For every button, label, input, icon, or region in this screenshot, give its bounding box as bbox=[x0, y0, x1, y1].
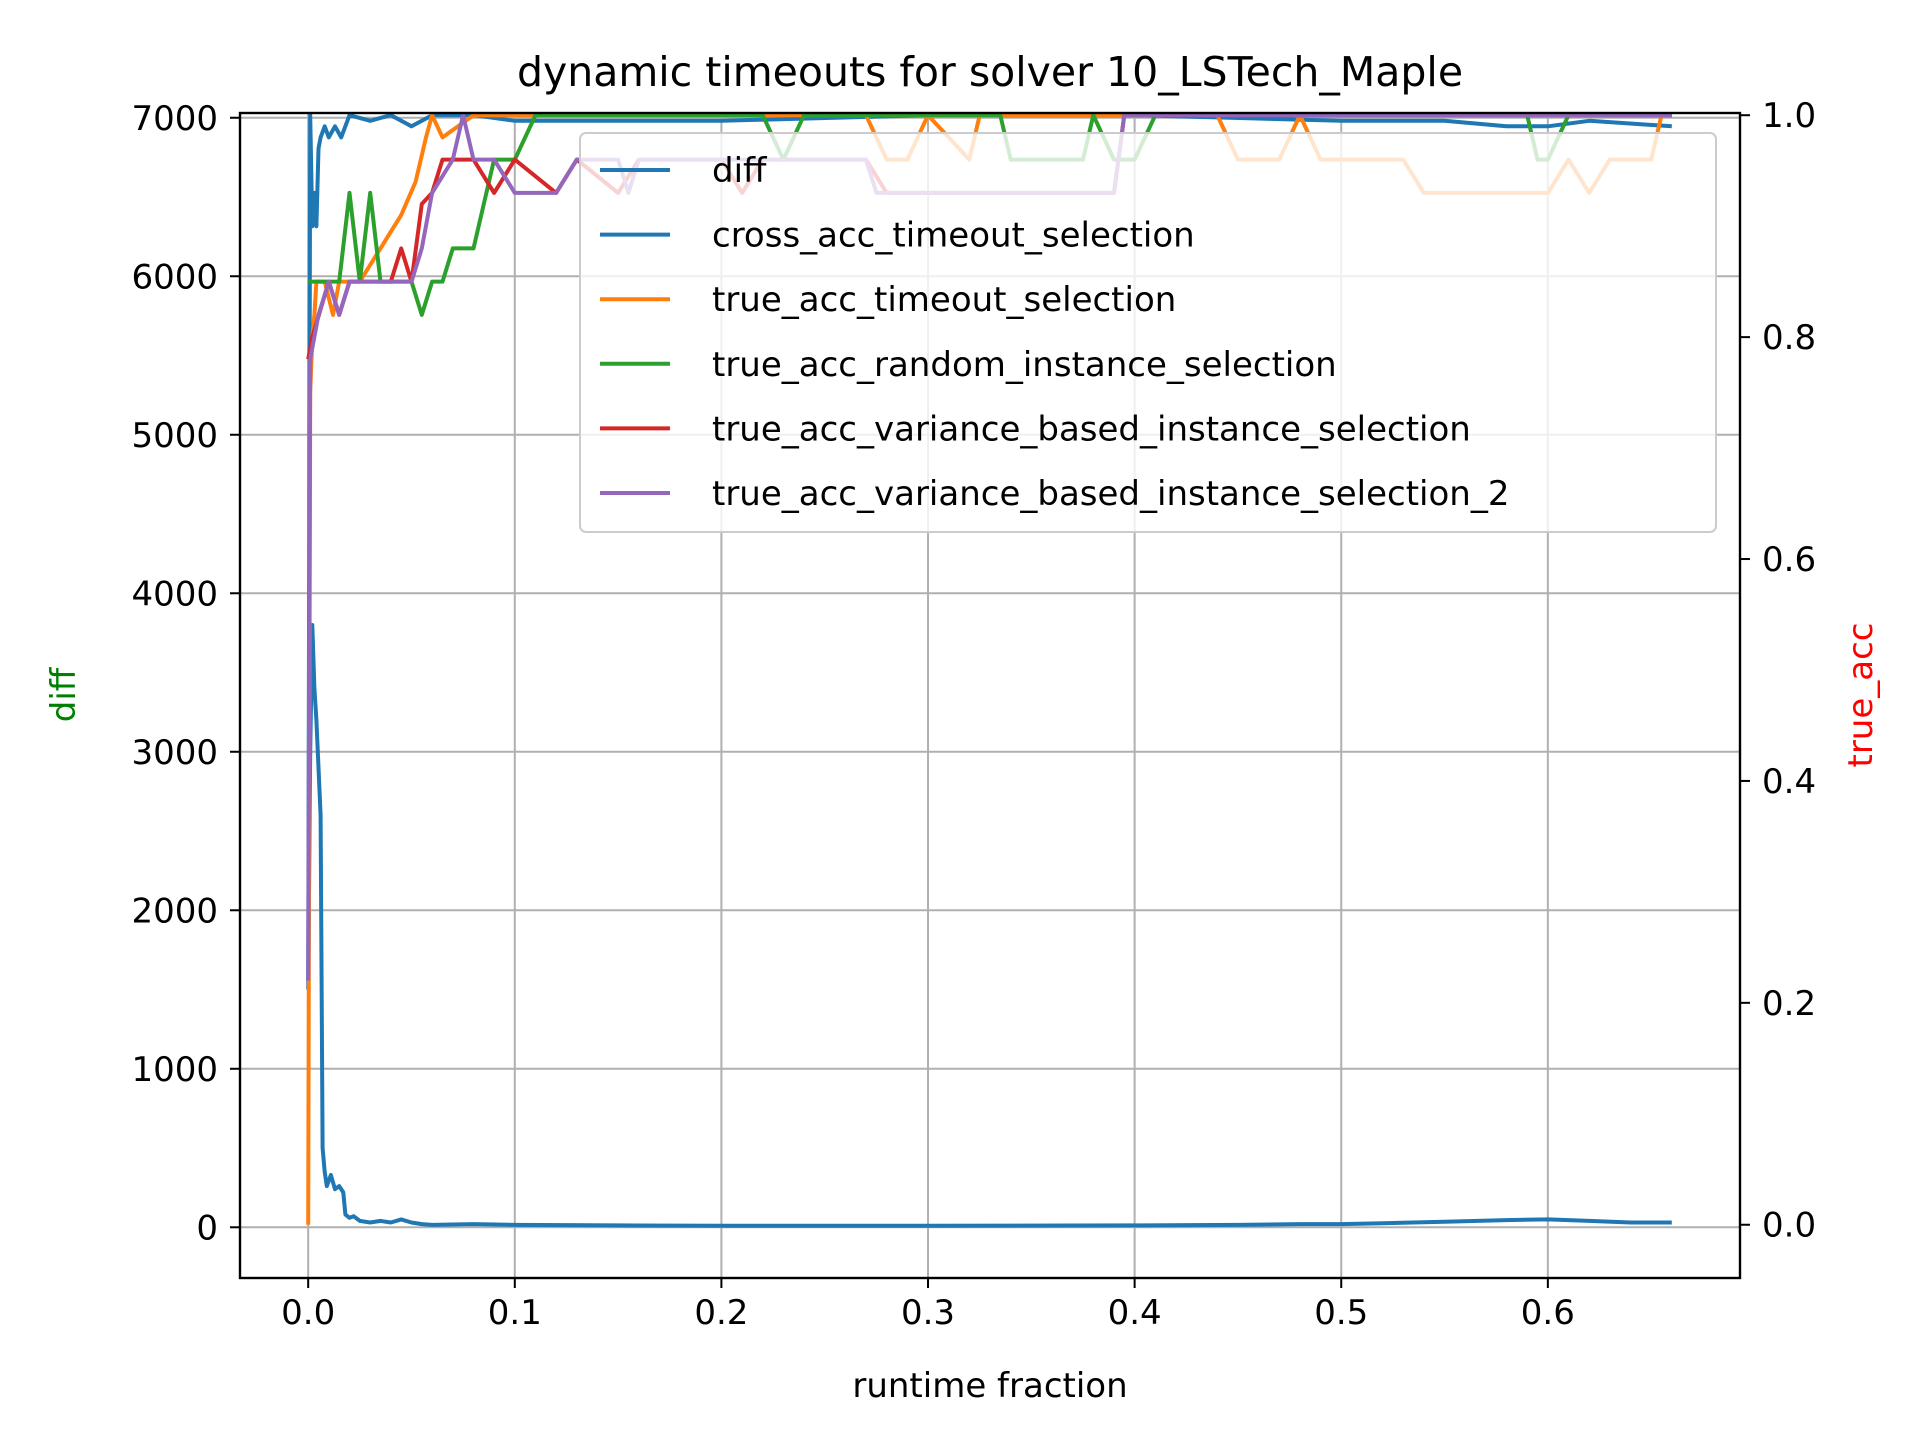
x-tick-label: 0.1 bbox=[488, 1293, 542, 1333]
y-axis-right-label: true_acc bbox=[1841, 623, 1881, 768]
legend: diff cross_acc_timeout_selection true_acc_… bbox=[579, 132, 1717, 533]
legend-label: cross_acc_timeout_selection bbox=[712, 216, 1195, 256]
y-left-tick-label: 5000 bbox=[131, 416, 218, 456]
y-right-tick-label: 1.0 bbox=[1762, 96, 1816, 136]
chart-title: dynamic timeouts for solver 10_LSTech_Ma… bbox=[517, 48, 1463, 96]
y-axis-left-label: diff bbox=[44, 666, 84, 722]
legend-label: true_acc_variance_based_instance_selecti… bbox=[712, 409, 1471, 449]
series-line-cross-acc-timeout-selection bbox=[306, 113, 1672, 981]
legend-box bbox=[579, 132, 1717, 533]
x-tick-label: 0.5 bbox=[1314, 1293, 1368, 1333]
x-tick-label: 0.0 bbox=[281, 1293, 335, 1333]
y-left-tick-label: 2000 bbox=[131, 891, 218, 931]
y-left-tick-label: 6000 bbox=[131, 257, 218, 297]
y-left-tick-label: 0 bbox=[196, 1208, 218, 1248]
y-left-tick-label: 4000 bbox=[131, 574, 218, 614]
legend-entries: diff cross_acc_timeout_selection true_acc_… bbox=[600, 151, 1510, 514]
x-axis-label: runtime fraction bbox=[852, 1366, 1127, 1406]
legend-label: diff bbox=[712, 151, 768, 191]
y-right-tick-label: 0.8 bbox=[1762, 318, 1816, 358]
y-left-tick-label: 3000 bbox=[131, 733, 218, 773]
y-right-tick-label: 0.4 bbox=[1762, 762, 1816, 802]
plot-frame bbox=[238, 111, 1742, 1280]
series-line-diff bbox=[306, 623, 1672, 1228]
y-left-tick-label: 7000 bbox=[131, 99, 218, 139]
x-tick-label: 0.6 bbox=[1521, 1293, 1575, 1333]
y-right-tick-label: 0.2 bbox=[1762, 984, 1816, 1024]
y-right-tick-label: 0.0 bbox=[1762, 1206, 1816, 1246]
y-right-tick-label: 0.6 bbox=[1762, 540, 1816, 580]
x-tick-label: 0.4 bbox=[1108, 1293, 1162, 1333]
legend-label: true_acc_random_instance_selection bbox=[712, 345, 1337, 385]
x-tick-label: 0.2 bbox=[694, 1293, 748, 1333]
legend-label: true_acc_timeout_selection bbox=[712, 280, 1176, 320]
x-tick-label: 0.3 bbox=[901, 1293, 955, 1333]
legend-label: true_acc_variance_based_instance_selecti… bbox=[712, 474, 1510, 514]
y-left-tick-label: 1000 bbox=[131, 1050, 218, 1090]
axis-ticks: 0.0 0.1 0.2 0.3 0.4 0.5 0.6 0 1000 2000 3000 4000 50… bbox=[131, 96, 1816, 1333]
